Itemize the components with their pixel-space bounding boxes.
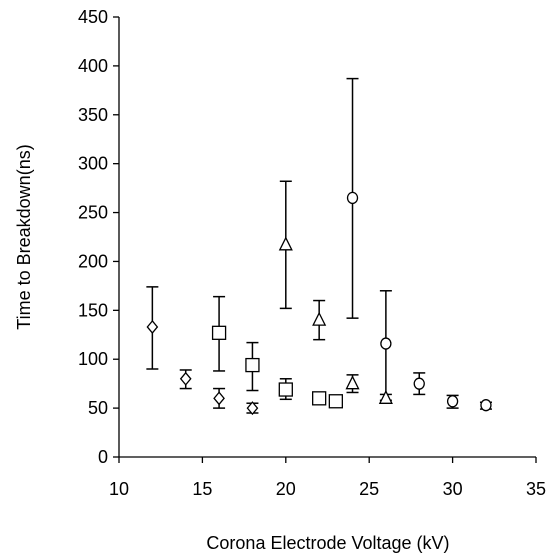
y-tick-label: 300 — [78, 154, 108, 174]
triangle-marker — [378, 389, 393, 404]
y-tick-label: 150 — [78, 300, 108, 320]
circle-marker — [480, 399, 492, 412]
y-tick-label: 0 — [98, 447, 108, 467]
error-bars — [146, 77, 492, 414]
circle-marker — [346, 191, 359, 205]
x-tick-label: 35 — [526, 479, 546, 499]
x-axis-title: Corona Electrode Voltage (kV) — [206, 533, 449, 553]
tick-labels: 0 50 100 150 200 250 300 350 400 450 10 15 20 25 30 35 — [78, 7, 546, 499]
y-axis-title: Time to Breakdown(ns) — [14, 144, 34, 329]
triangle-marker — [345, 375, 360, 390]
circle-marker — [446, 395, 459, 408]
y-tick-label: 400 — [78, 56, 108, 76]
y-tick-label: 100 — [78, 349, 108, 369]
y-tick-label: 450 — [78, 7, 108, 27]
x-tick-label: 10 — [109, 479, 129, 499]
square-marker — [245, 357, 260, 373]
circle-marker — [380, 337, 392, 350]
diamond-marker — [146, 319, 159, 334]
x-tick-label: 25 — [359, 479, 379, 499]
y-tick-label: 200 — [78, 251, 108, 271]
square-marker — [211, 325, 227, 340]
y-tick-label: 350 — [78, 105, 108, 125]
diamond-marker — [179, 371, 192, 386]
data-markers — [146, 191, 492, 416]
x-tick-label: 15 — [192, 479, 212, 499]
diamond-marker — [213, 391, 225, 406]
y-tick-label: 250 — [78, 203, 108, 223]
x-tick-label: 30 — [443, 479, 463, 499]
triangle-marker — [312, 311, 327, 326]
x-tick-label: 20 — [276, 479, 296, 499]
square-marker — [312, 391, 327, 406]
y-tick-label: 50 — [88, 398, 108, 418]
circle-marker — [413, 377, 425, 390]
triangle-marker — [278, 236, 293, 251]
axes — [113, 16, 537, 463]
diamond-marker — [246, 401, 259, 416]
square-marker — [278, 382, 293, 397]
square-marker — [328, 394, 343, 409]
